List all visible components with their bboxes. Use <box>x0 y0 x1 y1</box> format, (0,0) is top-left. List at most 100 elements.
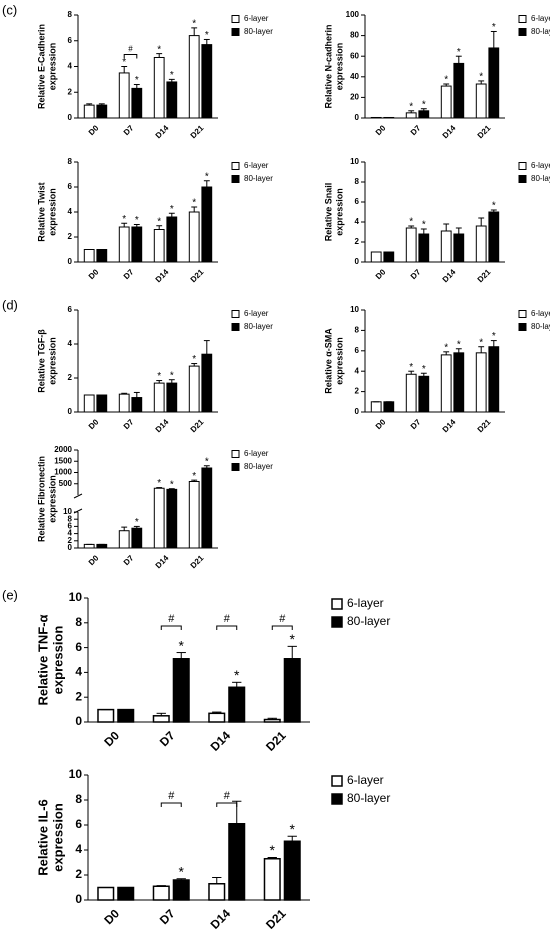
y-tick-label: 8 <box>68 157 73 166</box>
significance-marker: * <box>492 331 496 342</box>
axis-break <box>73 493 83 499</box>
bar <box>152 885 170 901</box>
legend-label: 80-layer <box>531 174 550 183</box>
x-tick-label: D7 <box>122 553 136 567</box>
x-tick-label: D0 <box>374 267 388 281</box>
bar <box>263 858 281 901</box>
y-tick-label: 500 <box>59 479 73 488</box>
bar <box>166 81 178 119</box>
bracket-label: # <box>168 790 175 802</box>
bar <box>475 225 487 263</box>
significance-marker: * <box>444 75 448 86</box>
bar <box>263 718 281 723</box>
x-tick-label: D7 <box>409 123 423 137</box>
bar <box>131 226 143 263</box>
x-tick-label: D14 <box>154 123 171 140</box>
bar <box>131 397 143 413</box>
x-tick-label: D7 <box>157 728 178 749</box>
y-tick-label: 8 <box>75 792 82 806</box>
bar <box>188 365 200 413</box>
x-tick-label: D14 <box>441 267 458 284</box>
bar <box>475 352 487 413</box>
y-tick-label: 2 <box>75 689 82 703</box>
x-tick-label: D14 <box>154 267 171 284</box>
bar <box>97 886 115 901</box>
y-tick-label: 6 <box>68 36 73 45</box>
bar <box>83 249 95 263</box>
x-tick-label: D7 <box>122 267 136 281</box>
bar <box>201 44 213 119</box>
bracket <box>160 802 182 807</box>
bar <box>283 658 301 723</box>
bar <box>201 467 213 549</box>
legend-swatch <box>231 463 240 471</box>
bar <box>172 879 190 901</box>
significance-marker: * <box>157 216 161 227</box>
y-tick-label: 2000 <box>54 445 72 454</box>
y-axis-label: Relative N-cadherin <box>323 24 333 108</box>
bracket <box>160 625 182 630</box>
bar <box>418 110 430 119</box>
bar <box>208 883 226 901</box>
legend-swatch <box>231 323 240 331</box>
y-axis-label: expression <box>334 337 344 385</box>
x-tick-label: D0 <box>101 728 122 749</box>
bar <box>153 56 165 119</box>
y-tick-label: 10 <box>350 305 359 314</box>
y-tick-label: 8 <box>355 177 360 186</box>
y-axis-label: expression <box>334 43 344 91</box>
y-axis-label: expression <box>334 188 344 236</box>
legend-swatch <box>231 28 240 36</box>
bracket <box>271 625 293 630</box>
bar <box>172 658 190 723</box>
legend-label: 6-layer <box>244 309 269 318</box>
bar <box>166 382 178 413</box>
bar <box>228 823 246 901</box>
bar <box>440 230 452 263</box>
significance-marker: * <box>290 821 296 837</box>
y-tick-label: 2 <box>68 373 73 382</box>
legend-label: 80-layer <box>244 27 273 36</box>
x-tick-label: D0 <box>87 267 101 281</box>
significance-marker: * <box>290 631 296 647</box>
bar <box>118 393 130 413</box>
y-tick-label: 0 <box>68 113 73 122</box>
bracket-label: # <box>168 613 175 625</box>
legend-swatch <box>231 175 240 183</box>
significance-marker: * <box>170 370 174 381</box>
y-axis-label: expression <box>47 337 57 385</box>
significance-marker: * <box>409 217 413 228</box>
x-tick-label: D7 <box>157 906 178 927</box>
legend-label: 80-layer <box>244 462 273 471</box>
significance-marker: * <box>422 364 426 375</box>
significance-marker: * <box>135 517 139 528</box>
significance-marker: * <box>479 72 483 83</box>
legend-label: 80-layer <box>347 614 390 628</box>
panel-label: (e) <box>2 587 18 602</box>
x-tick-label: D21 <box>189 417 206 434</box>
legend-swatch <box>231 310 240 318</box>
bar <box>201 353 213 413</box>
y-tick-label: 0 <box>355 257 360 266</box>
bar <box>188 481 200 549</box>
bar <box>405 112 417 119</box>
legend-label: 6-layer <box>531 309 550 318</box>
y-tick-label: 6 <box>68 305 73 314</box>
bar <box>152 715 170 723</box>
x-tick-label: D0 <box>87 417 101 431</box>
y-tick-label: 100 <box>346 10 360 19</box>
bar <box>153 229 165 263</box>
significance-marker: * <box>135 75 139 86</box>
y-tick-label: 6 <box>355 346 360 355</box>
x-tick-label: D14 <box>208 728 234 754</box>
significance-marker: * <box>444 342 448 353</box>
y-tick-label: 1500 <box>54 456 72 465</box>
bracket-label: # <box>224 790 231 802</box>
bar <box>228 686 246 723</box>
bar <box>405 227 417 263</box>
bar <box>201 186 213 263</box>
legend-label: 6-layer <box>531 14 550 23</box>
y-axis-label: Relative Twist <box>36 182 46 241</box>
bar <box>453 233 465 263</box>
y-axis-label: Relative Snail <box>323 183 333 242</box>
